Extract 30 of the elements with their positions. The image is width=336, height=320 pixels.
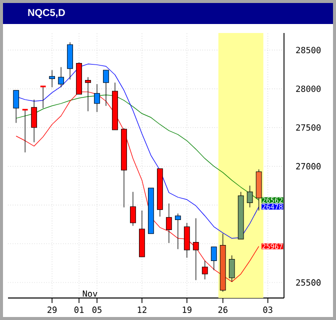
candlestick bbox=[40, 86, 47, 108]
x-tick-label: 05 bbox=[92, 306, 102, 313]
y-tick-label: 28000 bbox=[296, 86, 321, 92]
x-tick-label: 19 bbox=[182, 306, 192, 313]
candlestick bbox=[103, 70, 109, 106]
candlestick bbox=[166, 203, 172, 244]
candlestick bbox=[58, 66, 64, 88]
y-tick-label: 25500 bbox=[296, 279, 321, 286]
candlestick bbox=[31, 99, 38, 143]
y-tick-label: 27000 bbox=[296, 163, 321, 170]
candlestick bbox=[184, 222, 190, 258]
candlestick bbox=[246, 185, 253, 208]
x-tick-label: 03 bbox=[263, 306, 272, 313]
x-tick-label: 01 bbox=[74, 306, 84, 313]
candlestick bbox=[210, 246, 217, 270]
annotation: Nov bbox=[82, 290, 98, 297]
candlestick bbox=[13, 90, 20, 124]
y-tick-label: 27500 bbox=[296, 124, 321, 131]
candlestick bbox=[49, 70, 55, 88]
y-tick-label: 28500 bbox=[296, 46, 321, 54]
candlestick bbox=[130, 192, 136, 226]
x-tick-label: 29 bbox=[48, 306, 57, 313]
candlestick bbox=[202, 260, 208, 280]
candlestick bbox=[22, 108, 29, 153]
x-tick-label: 26 bbox=[218, 306, 228, 313]
candlestick bbox=[174, 213, 181, 250]
candlestick bbox=[228, 255, 235, 282]
x-tick-label: 12 bbox=[138, 306, 146, 313]
chart-title: NQC5,D bbox=[28, 9, 65, 18]
candlestick bbox=[94, 84, 100, 112]
